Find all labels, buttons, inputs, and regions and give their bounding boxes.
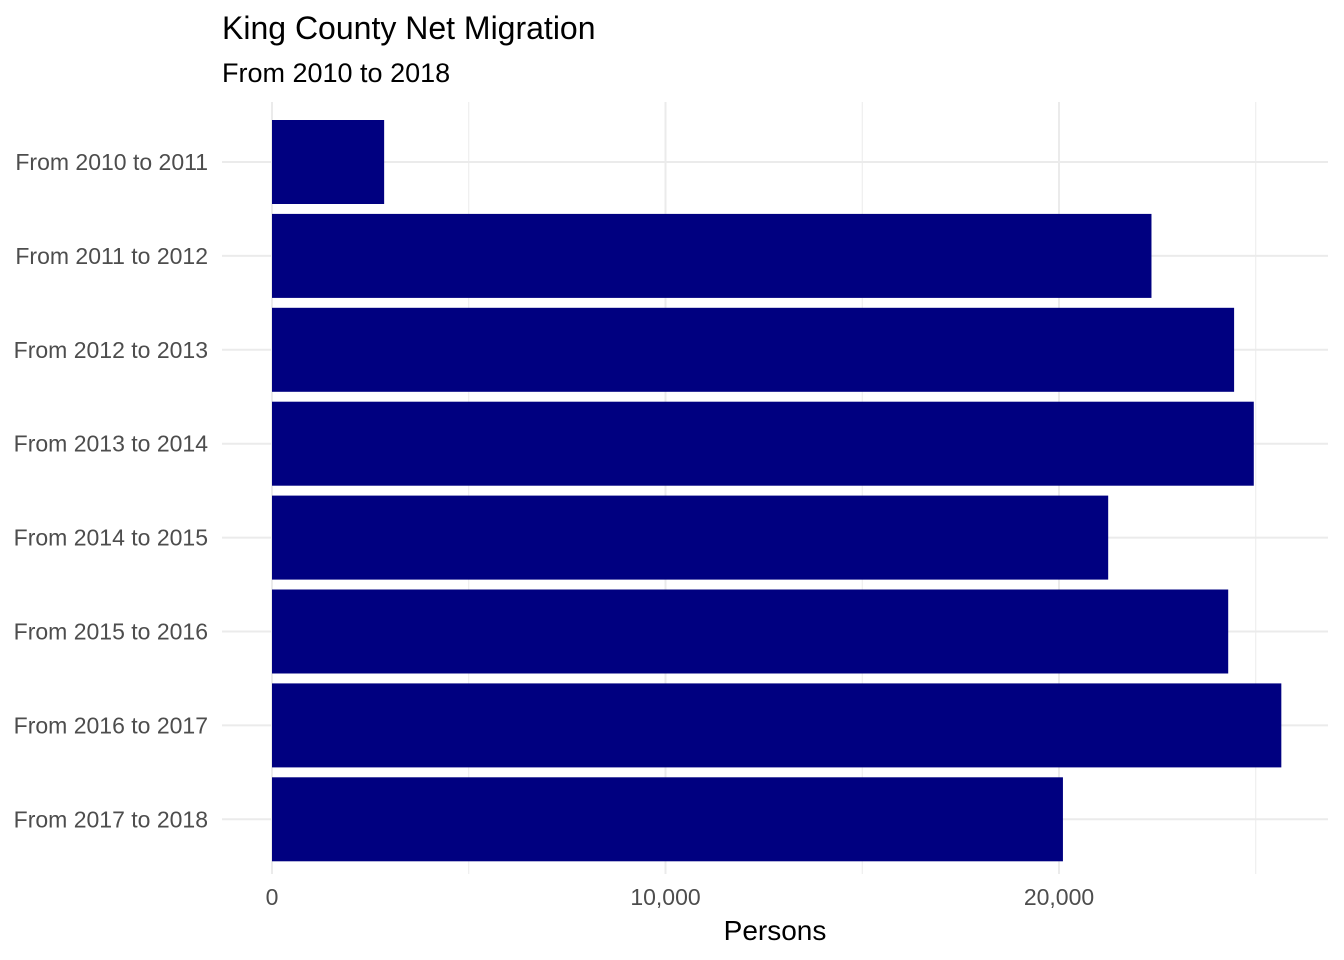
x-tick-label: 20,000 — [1024, 884, 1094, 910]
chart-subtitle: From 2010 to 2018 — [222, 58, 451, 88]
chart-title: King County Net Migration — [222, 10, 596, 46]
bar — [272, 589, 1229, 674]
bar — [272, 401, 1254, 486]
bar — [272, 495, 1109, 580]
y-tick-label: From 2016 to 2017 — [14, 712, 208, 738]
y-tick-label: From 2013 to 2014 — [14, 431, 209, 457]
bar — [272, 777, 1063, 862]
bar — [272, 683, 1282, 768]
y-tick-label: From 2015 to 2016 — [14, 619, 208, 645]
bar — [272, 213, 1152, 298]
bar — [272, 307, 1235, 392]
y-tick-label: From 2014 to 2015 — [14, 525, 208, 551]
y-tick-label: From 2010 to 2011 — [15, 149, 208, 175]
y-tick-label: From 2011 to 2012 — [15, 243, 208, 269]
y-tick-label: From 2017 to 2018 — [14, 806, 208, 832]
bar — [272, 120, 385, 204]
x-axis-title: Persons — [724, 915, 827, 946]
y-tick-label: From 2012 to 2013 — [14, 337, 208, 363]
x-tick-label: 0 — [266, 884, 279, 910]
x-tick-label: 10,000 — [630, 884, 700, 910]
